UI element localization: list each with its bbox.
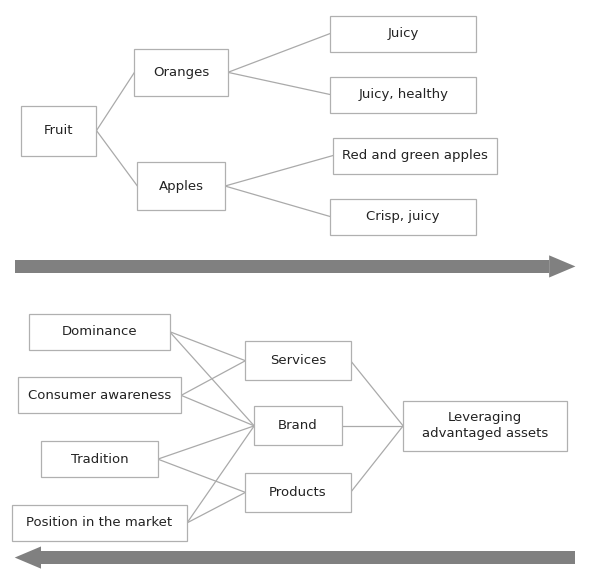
Text: Brand: Brand	[278, 419, 318, 432]
FancyBboxPatch shape	[333, 137, 496, 173]
Text: Juicy: Juicy	[387, 27, 419, 40]
Text: Leveraging
advantaged assets: Leveraging advantaged assets	[422, 411, 548, 440]
FancyBboxPatch shape	[246, 341, 350, 380]
Text: Products: Products	[269, 486, 327, 499]
FancyBboxPatch shape	[20, 106, 97, 155]
Text: Red and green apples: Red and green apples	[342, 149, 488, 162]
Text: Dominance: Dominance	[61, 325, 137, 338]
Text: Position in the market: Position in the market	[26, 516, 172, 530]
FancyBboxPatch shape	[137, 162, 225, 209]
FancyBboxPatch shape	[330, 77, 476, 113]
FancyBboxPatch shape	[330, 198, 476, 234]
Polygon shape	[549, 255, 575, 277]
Text: Juicy, healthy: Juicy, healthy	[358, 88, 448, 101]
Text: Fruit: Fruit	[44, 124, 73, 137]
FancyBboxPatch shape	[29, 314, 169, 350]
FancyBboxPatch shape	[12, 505, 187, 541]
Text: Services: Services	[270, 354, 326, 367]
FancyBboxPatch shape	[254, 407, 342, 445]
Polygon shape	[15, 546, 41, 568]
Text: Oranges: Oranges	[153, 66, 209, 79]
FancyBboxPatch shape	[330, 16, 476, 52]
Polygon shape	[41, 551, 575, 564]
FancyBboxPatch shape	[403, 401, 567, 451]
Text: Tradition: Tradition	[70, 452, 128, 466]
Text: Crisp, juicy: Crisp, juicy	[367, 210, 440, 223]
FancyBboxPatch shape	[135, 49, 228, 96]
Text: Consumer awareness: Consumer awareness	[28, 389, 171, 402]
FancyBboxPatch shape	[246, 473, 350, 512]
FancyBboxPatch shape	[41, 441, 158, 477]
FancyBboxPatch shape	[18, 378, 181, 414]
Text: Apples: Apples	[159, 180, 204, 193]
Polygon shape	[15, 260, 549, 273]
